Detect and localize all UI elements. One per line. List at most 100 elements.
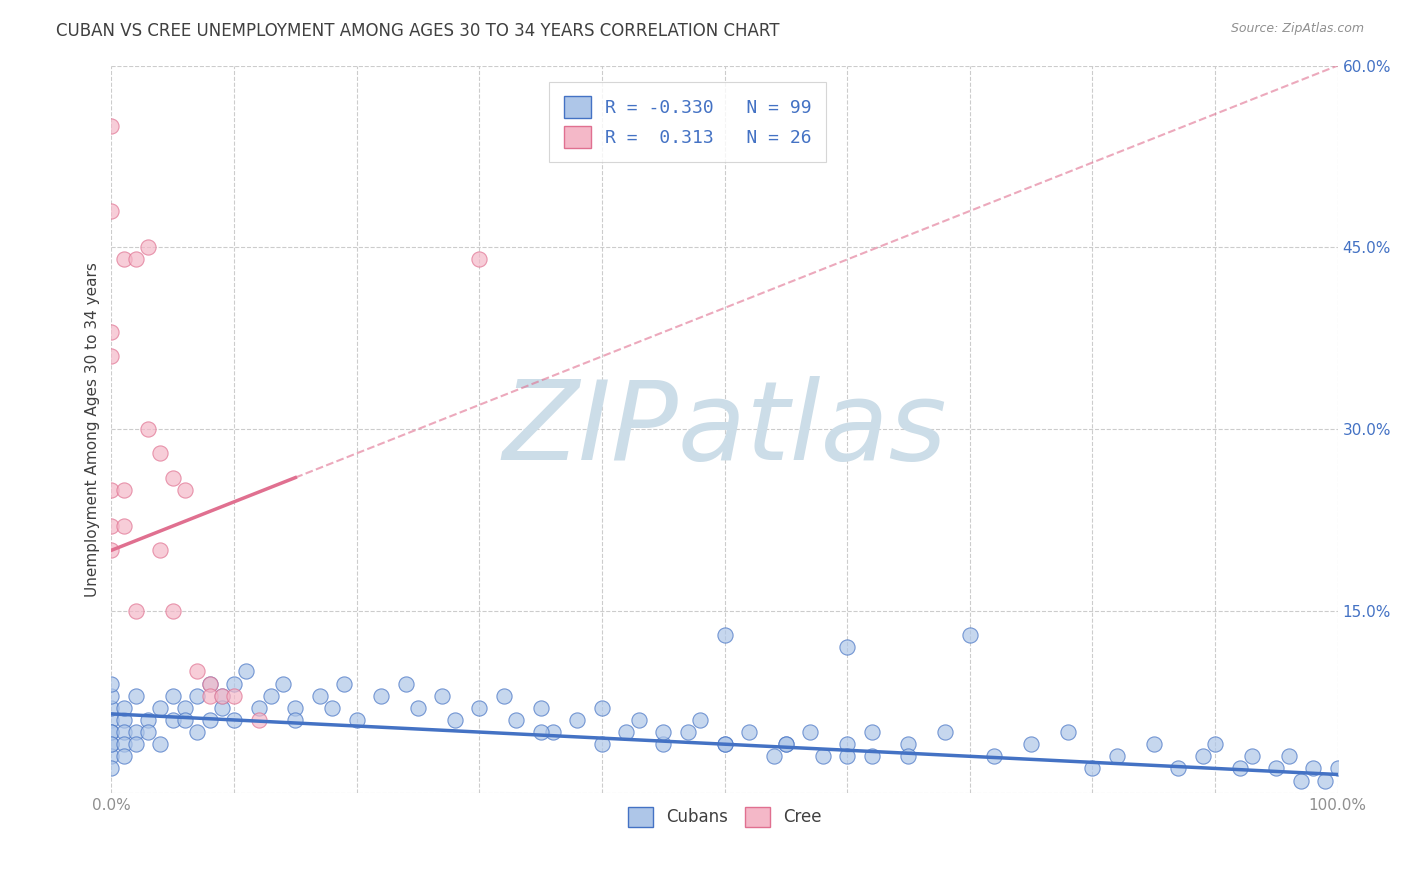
Point	[567, 713, 589, 727]
Point	[100, 737, 122, 751]
Point	[309, 689, 332, 703]
Point	[837, 737, 859, 751]
Point	[837, 640, 859, 655]
Point	[395, 676, 418, 690]
Point	[174, 701, 197, 715]
Point	[492, 689, 515, 703]
Point	[125, 252, 148, 267]
Point	[247, 701, 270, 715]
Point	[112, 252, 135, 267]
Point	[406, 701, 429, 715]
Text: CUBAN VS CREE UNEMPLOYMENT AMONG AGES 30 TO 34 YEARS CORRELATION CHART: CUBAN VS CREE UNEMPLOYMENT AMONG AGES 30…	[56, 22, 780, 40]
Point	[271, 676, 294, 690]
Point	[321, 701, 343, 715]
Point	[676, 725, 699, 739]
Point	[211, 689, 233, 703]
Point	[211, 689, 233, 703]
Point	[713, 737, 735, 751]
Point	[591, 737, 613, 751]
Point	[959, 628, 981, 642]
Point	[162, 689, 184, 703]
Point	[1204, 737, 1226, 751]
Point	[149, 701, 172, 715]
Point	[100, 749, 122, 764]
Point	[897, 737, 920, 751]
Point	[1277, 749, 1299, 764]
Point	[529, 725, 551, 739]
Point	[1302, 761, 1324, 775]
Point	[1229, 761, 1251, 775]
Point	[260, 689, 283, 703]
Point	[100, 519, 122, 533]
Point	[235, 665, 257, 679]
Point	[125, 604, 148, 618]
Point	[652, 737, 675, 751]
Point	[616, 725, 638, 739]
Point	[370, 689, 392, 703]
Point	[174, 483, 197, 497]
Point	[136, 713, 159, 727]
Point	[186, 689, 208, 703]
Point	[136, 422, 159, 436]
Point	[284, 713, 307, 727]
Point	[775, 737, 797, 751]
Point	[983, 749, 1005, 764]
Point	[222, 689, 245, 703]
Point	[186, 725, 208, 739]
Point	[1326, 761, 1348, 775]
Point	[112, 713, 135, 727]
Point	[136, 725, 159, 739]
Point	[689, 713, 711, 727]
Point	[1143, 737, 1166, 751]
Point	[198, 676, 221, 690]
Point	[713, 628, 735, 642]
Point	[100, 119, 122, 133]
Point	[529, 701, 551, 715]
Point	[284, 701, 307, 715]
Point	[1105, 749, 1128, 764]
Point	[799, 725, 821, 739]
Point	[186, 665, 208, 679]
Point	[897, 749, 920, 764]
Point	[762, 749, 785, 764]
Point	[100, 483, 122, 497]
Point	[443, 713, 465, 727]
Point	[222, 676, 245, 690]
Point	[222, 713, 245, 727]
Point	[162, 470, 184, 484]
Point	[811, 749, 834, 764]
Point	[125, 737, 148, 751]
Point	[1019, 737, 1042, 751]
Point	[837, 749, 859, 764]
Point	[198, 689, 221, 703]
Point	[125, 725, 148, 739]
Point	[860, 749, 883, 764]
Point	[149, 446, 172, 460]
Point	[1240, 749, 1263, 764]
Point	[1191, 749, 1213, 764]
Point	[211, 701, 233, 715]
Point	[100, 713, 122, 727]
Point	[627, 713, 650, 727]
Text: Source: ZipAtlas.com: Source: ZipAtlas.com	[1230, 22, 1364, 36]
Point	[1081, 761, 1104, 775]
Point	[149, 737, 172, 751]
Point	[112, 519, 135, 533]
Point	[1315, 773, 1337, 788]
Point	[112, 737, 135, 751]
Point	[162, 713, 184, 727]
Point	[775, 737, 797, 751]
Point	[100, 325, 122, 339]
Point	[198, 676, 221, 690]
Point	[198, 713, 221, 727]
Point	[346, 713, 368, 727]
Point	[100, 204, 122, 219]
Point	[713, 737, 735, 751]
Point	[100, 761, 122, 775]
Text: ZIPatlas: ZIPatlas	[502, 376, 946, 483]
Point	[100, 350, 122, 364]
Point	[468, 701, 491, 715]
Point	[1057, 725, 1080, 739]
Point	[112, 483, 135, 497]
Point	[100, 725, 122, 739]
